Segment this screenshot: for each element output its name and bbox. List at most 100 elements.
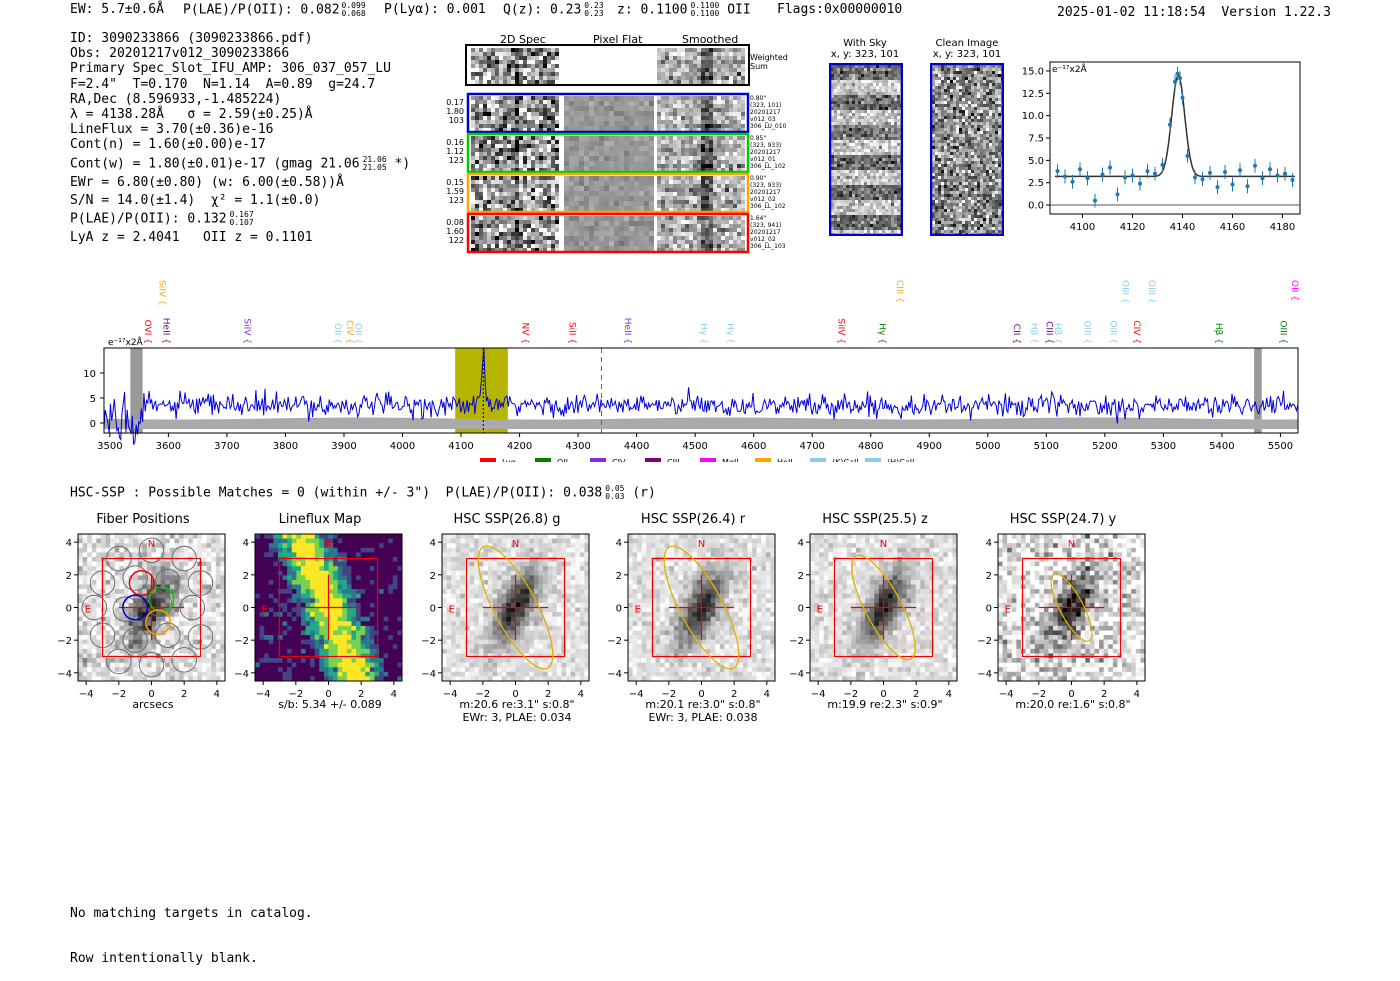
hsc-ytick-label: −2 [422,636,436,647]
legend-swatch [480,458,496,462]
hsc-panel-title: HSC SSP(26.4) r [608,512,778,527]
spectrum-xtick-label: 5200 [1092,441,1117,452]
hsc-ytick-label: −4 [58,669,72,680]
info-lya: LyA z = 2.4041 OII z = 0.1101 [70,230,410,245]
zoom-point [1208,171,1212,175]
hsc-ytick-label: 2 [798,571,804,582]
legend-swatch [810,458,826,462]
hsc-ytick-label: −4 [608,669,622,680]
info-lambda: λ = 4138.28Å σ = 2.59(±0.25)Å [70,107,410,122]
spectrum-xtick-label: 4700 [799,441,824,452]
cutout-right-value: 0.85" [750,135,786,142]
cutout-left-value: 123 [440,156,464,165]
legend-label: MgII [722,458,739,462]
spectrum-xtick-label: 4200 [507,441,532,452]
info-ewr: EWr = 6.80(±0.80) (w: 6.00(±0.58))Å [70,175,410,190]
info-params: F=2.4" T=0.170 N=1.14 A=0.89 g=24.7 [70,77,410,92]
hsc-ytick-label: −2 [58,636,72,647]
hsc-caption-line1: m:20.6 re:3.1" s:0.8" [422,698,612,711]
hsc-ytick-label: 4 [430,538,436,549]
hsc-ytick-label: −4 [978,669,992,680]
cutout-right-value: 20201217 [750,149,786,156]
spectrum-ytick-label: 0 [90,419,96,430]
cutout-right-value: 20201217 [750,229,786,236]
spectrum-line-label: HeII { [161,318,171,344]
noise-patch [657,216,745,252]
legend-swatch [645,458,661,462]
zoom-point [1283,172,1287,176]
zoom-ytick-label: 7.5 [1028,134,1044,145]
hsc-panel-title: Fiber Positions [58,512,228,527]
clean-image [930,63,1004,236]
zoom-point [1276,174,1280,178]
hsc-ytick-label: −4 [790,669,804,680]
info-radec: RA,Dec (8.596933,-1.485224) [70,92,410,107]
zoom-point [1123,175,1127,179]
cutout-left-value: 0.16 [440,138,464,147]
catalog-note-line2: Row intentionally blank. [70,951,313,966]
spectrum-line-label: HeII { [622,318,632,344]
spectrum-xtick-label: 4900 [917,441,942,452]
cutout-left-value: 1.12 [440,147,464,156]
spectrum-line-label: Hγ { [724,323,734,344]
noise-patch [564,176,654,211]
noise-patch [564,96,654,131]
noise-patch [564,216,654,251]
zoom-xtick-label: 4120 [1120,222,1145,233]
zoom-point [1291,178,1295,182]
spectrum-line-label: CII { [1011,324,1021,344]
hsc-panel-title: HSC SSP(25.5) z [790,512,960,527]
legend-swatch [535,458,551,462]
hsc-caption-line2: EWr: 3, PLAE: 0.038 [608,711,798,724]
legend-label: Lyα [502,458,516,462]
cutout-left-value: 122 [440,236,464,245]
zoom-point [1193,175,1197,179]
zoom-ytick-label: 10.0 [1022,111,1044,122]
hsc-ytick-label: 4 [798,538,804,549]
hsc-caption-line1: s/b: 5.34 +/- 0.089 [235,698,425,711]
spectrum-xtick-label: 3700 [214,441,239,452]
cutout-right-value: v012_03 [750,116,786,123]
spectrum-line-label: OIII { [1108,320,1118,344]
spectrum-line-label: Hγ { [698,323,708,344]
info-lineflux: LineFlux = 3.70(±0.36)e-16 [70,122,410,137]
zoom-point [1261,176,1265,180]
spectrum-line-label: SiIV { [836,318,846,344]
catalog-note: No matching targets in catalog. Row inte… [70,876,313,981]
cutout-left-value: 0.17 [440,98,464,107]
hsc-ytick-label: 0 [66,604,72,615]
spectrum-line-label: CIV { [1131,320,1141,344]
hsc-panel-title: HSC SSP(26.8) g [422,512,592,527]
zoom-xtick-label: 4100 [1070,222,1095,233]
with-sky-image [829,63,903,236]
zoom-point [1268,167,1272,171]
east-label: E [449,604,455,615]
hsc-ytick-label: 4 [66,538,72,549]
zoom-xtick-label: 4160 [1220,222,1245,233]
spectrum-line-label: CIV { [344,320,354,344]
spectrum-xtick-label: 4300 [565,441,590,452]
spectrum-line-label: NV { [519,323,529,344]
hsc-ytick-label: 2 [430,571,436,582]
info-id: ID: 3090233866 (3090233866.pdf) [70,31,410,46]
cutout-right-value: v012_01 [750,156,786,163]
spectrum-xtick-label: 3800 [273,441,298,452]
legend-label: CIII [667,458,680,462]
cutout-right-value: 306_LL_102 [750,203,786,210]
zoom-point [1201,177,1205,181]
cutout-right-value: (323, 933) [750,142,786,149]
zoom-ytick-label: 0.0 [1028,201,1044,212]
zoom-xtick-label: 4180 [1270,222,1295,233]
noise-patch [471,216,559,252]
spectrum-line-label: SiIV { [241,318,251,344]
